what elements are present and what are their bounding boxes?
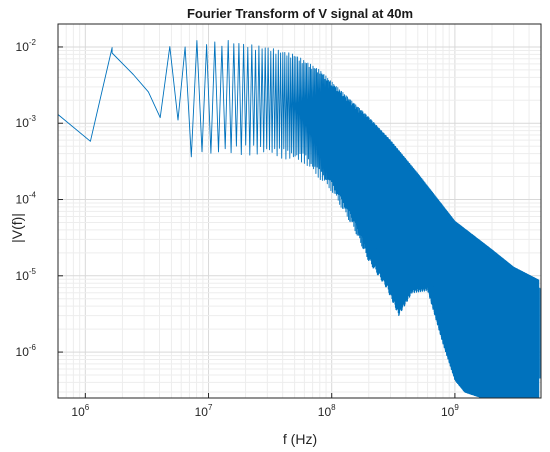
y-tick-label: 10-3 (16, 114, 37, 130)
y-tick-label: 10-2 (16, 38, 37, 54)
y-tick-base: 10 (16, 40, 30, 54)
x-tick-label: 108 (318, 403, 336, 419)
y-axis-label: |V(f)| (9, 213, 25, 243)
x-tick-base: 10 (441, 405, 455, 419)
chart-title: Fourier Transform of V signal at 40m (187, 6, 413, 21)
x-tick-exponent: 7 (208, 403, 213, 412)
x-tick-exponent: 9 (454, 403, 459, 412)
y-tick-label: 10-4 (16, 191, 37, 207)
y-tick-base: 10 (16, 116, 30, 130)
x-tick-base: 10 (195, 405, 209, 419)
y-tick-exponent: -3 (29, 114, 37, 123)
y-tick-base: 10 (16, 345, 30, 359)
plot-area (58, 40, 541, 398)
y-tick-base: 10 (16, 269, 30, 283)
x-tick-exponent: 8 (331, 403, 336, 412)
x-tick-label: 109 (441, 403, 459, 419)
y-tick-exponent: -5 (29, 267, 37, 276)
y-tick-exponent: -2 (29, 38, 37, 47)
x-tick-base: 10 (318, 405, 332, 419)
axes (57, 23, 542, 399)
y-tick-label: 10-6 (16, 343, 37, 359)
axes-box (57, 23, 542, 399)
x-tick-label: 106 (71, 403, 89, 419)
series-dense-band (353, 109, 541, 379)
x-tick-label: 107 (195, 403, 213, 419)
x-axis-label: f (Hz) (283, 431, 317, 447)
y-tick-exponent: -6 (29, 343, 37, 352)
y-tick-base: 10 (16, 193, 30, 207)
y-tick-exponent: -4 (29, 191, 37, 200)
x-tick-exponent: 6 (85, 403, 90, 412)
y-tick-label: 10-5 (16, 267, 37, 283)
x-tick-base: 10 (71, 405, 85, 419)
